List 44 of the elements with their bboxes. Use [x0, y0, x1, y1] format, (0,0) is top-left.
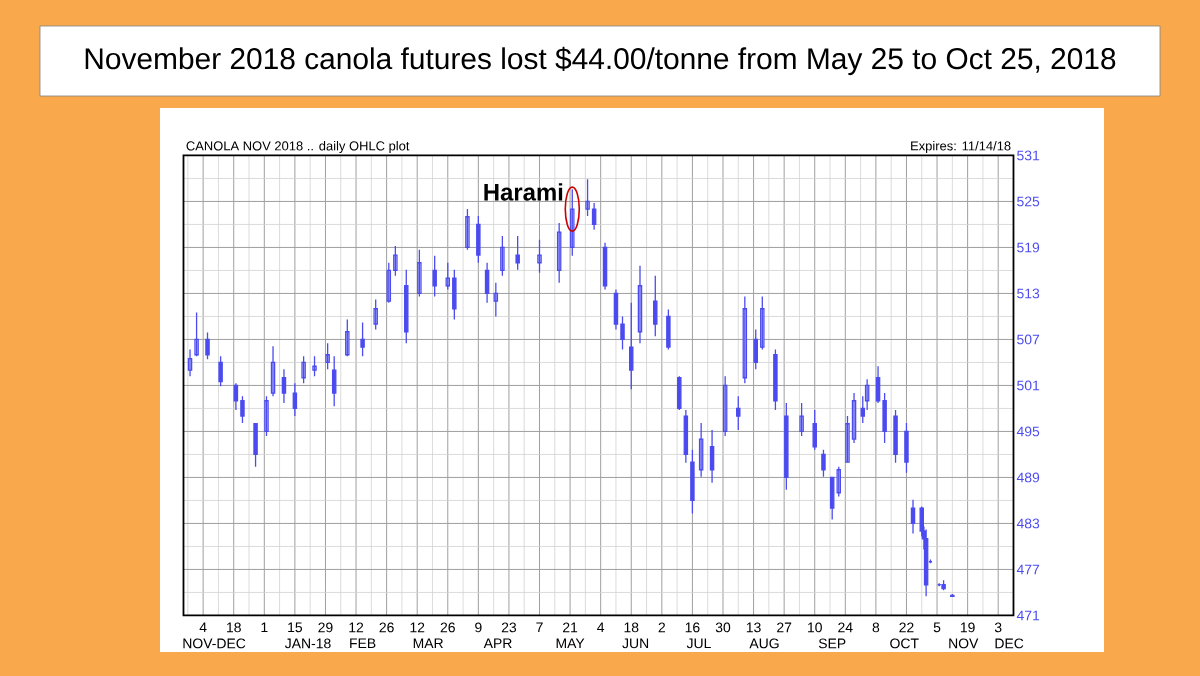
candlestick — [301, 355, 306, 384]
candlestick — [264, 395, 269, 437]
candlestick — [270, 345, 276, 397]
candlestick — [312, 355, 317, 377]
candlestick — [360, 321, 365, 357]
chart-title: November 2018 canola futures lost $44.00/tonne from May 25 to Oct 25, 2018 — [85, 46, 1116, 76]
candlestick — [493, 282, 499, 318]
candlestick — [799, 402, 804, 437]
candlestick — [205, 331, 210, 361]
candlestick — [537, 239, 542, 274]
candlestick — [373, 298, 378, 331]
candlestick — [218, 355, 223, 387]
candlestick — [417, 249, 422, 298]
candlestick — [629, 301, 634, 390]
candlestick — [345, 318, 350, 357]
candlestick — [677, 375, 682, 411]
candlestick — [515, 235, 520, 271]
candlestick — [941, 579, 946, 591]
candlestick — [698, 422, 704, 478]
candlestick — [736, 395, 741, 431]
candlestick — [484, 262, 490, 304]
candlestick — [773, 348, 778, 411]
candlestick — [253, 422, 258, 468]
candlestick — [637, 265, 643, 344]
annotation: Harami — [484, 183, 563, 201]
candlestick — [404, 269, 409, 344]
candlestick — [904, 422, 909, 474]
candlestick — [292, 382, 298, 417]
candlestick — [893, 409, 898, 464]
candlestick — [465, 208, 470, 251]
candlestick — [784, 402, 789, 491]
candlestick — [910, 499, 916, 535]
candlestick — [432, 255, 437, 298]
candlestick — [281, 368, 287, 404]
candlestick — [500, 235, 505, 277]
candlestick — [452, 269, 457, 321]
candlestick — [821, 449, 826, 478]
candlestick — [709, 429, 715, 484]
candlestick — [653, 275, 658, 338]
candlestick — [476, 215, 481, 264]
candlestick — [325, 342, 330, 370]
candlestick — [812, 409, 817, 451]
candlestick — [666, 308, 671, 351]
candlestick — [570, 188, 575, 257]
